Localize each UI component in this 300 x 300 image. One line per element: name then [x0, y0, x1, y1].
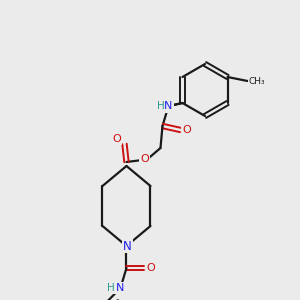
Text: O: O: [140, 154, 149, 164]
Text: N: N: [123, 239, 132, 253]
Text: N: N: [116, 283, 125, 293]
Text: H: H: [157, 101, 164, 111]
Text: O: O: [112, 134, 121, 144]
Text: H: H: [160, 102, 168, 112]
Text: N: N: [164, 101, 173, 111]
Text: O: O: [146, 263, 155, 273]
Text: O: O: [182, 125, 191, 135]
Text: H: H: [106, 283, 114, 293]
Text: CH₃: CH₃: [248, 76, 265, 85]
